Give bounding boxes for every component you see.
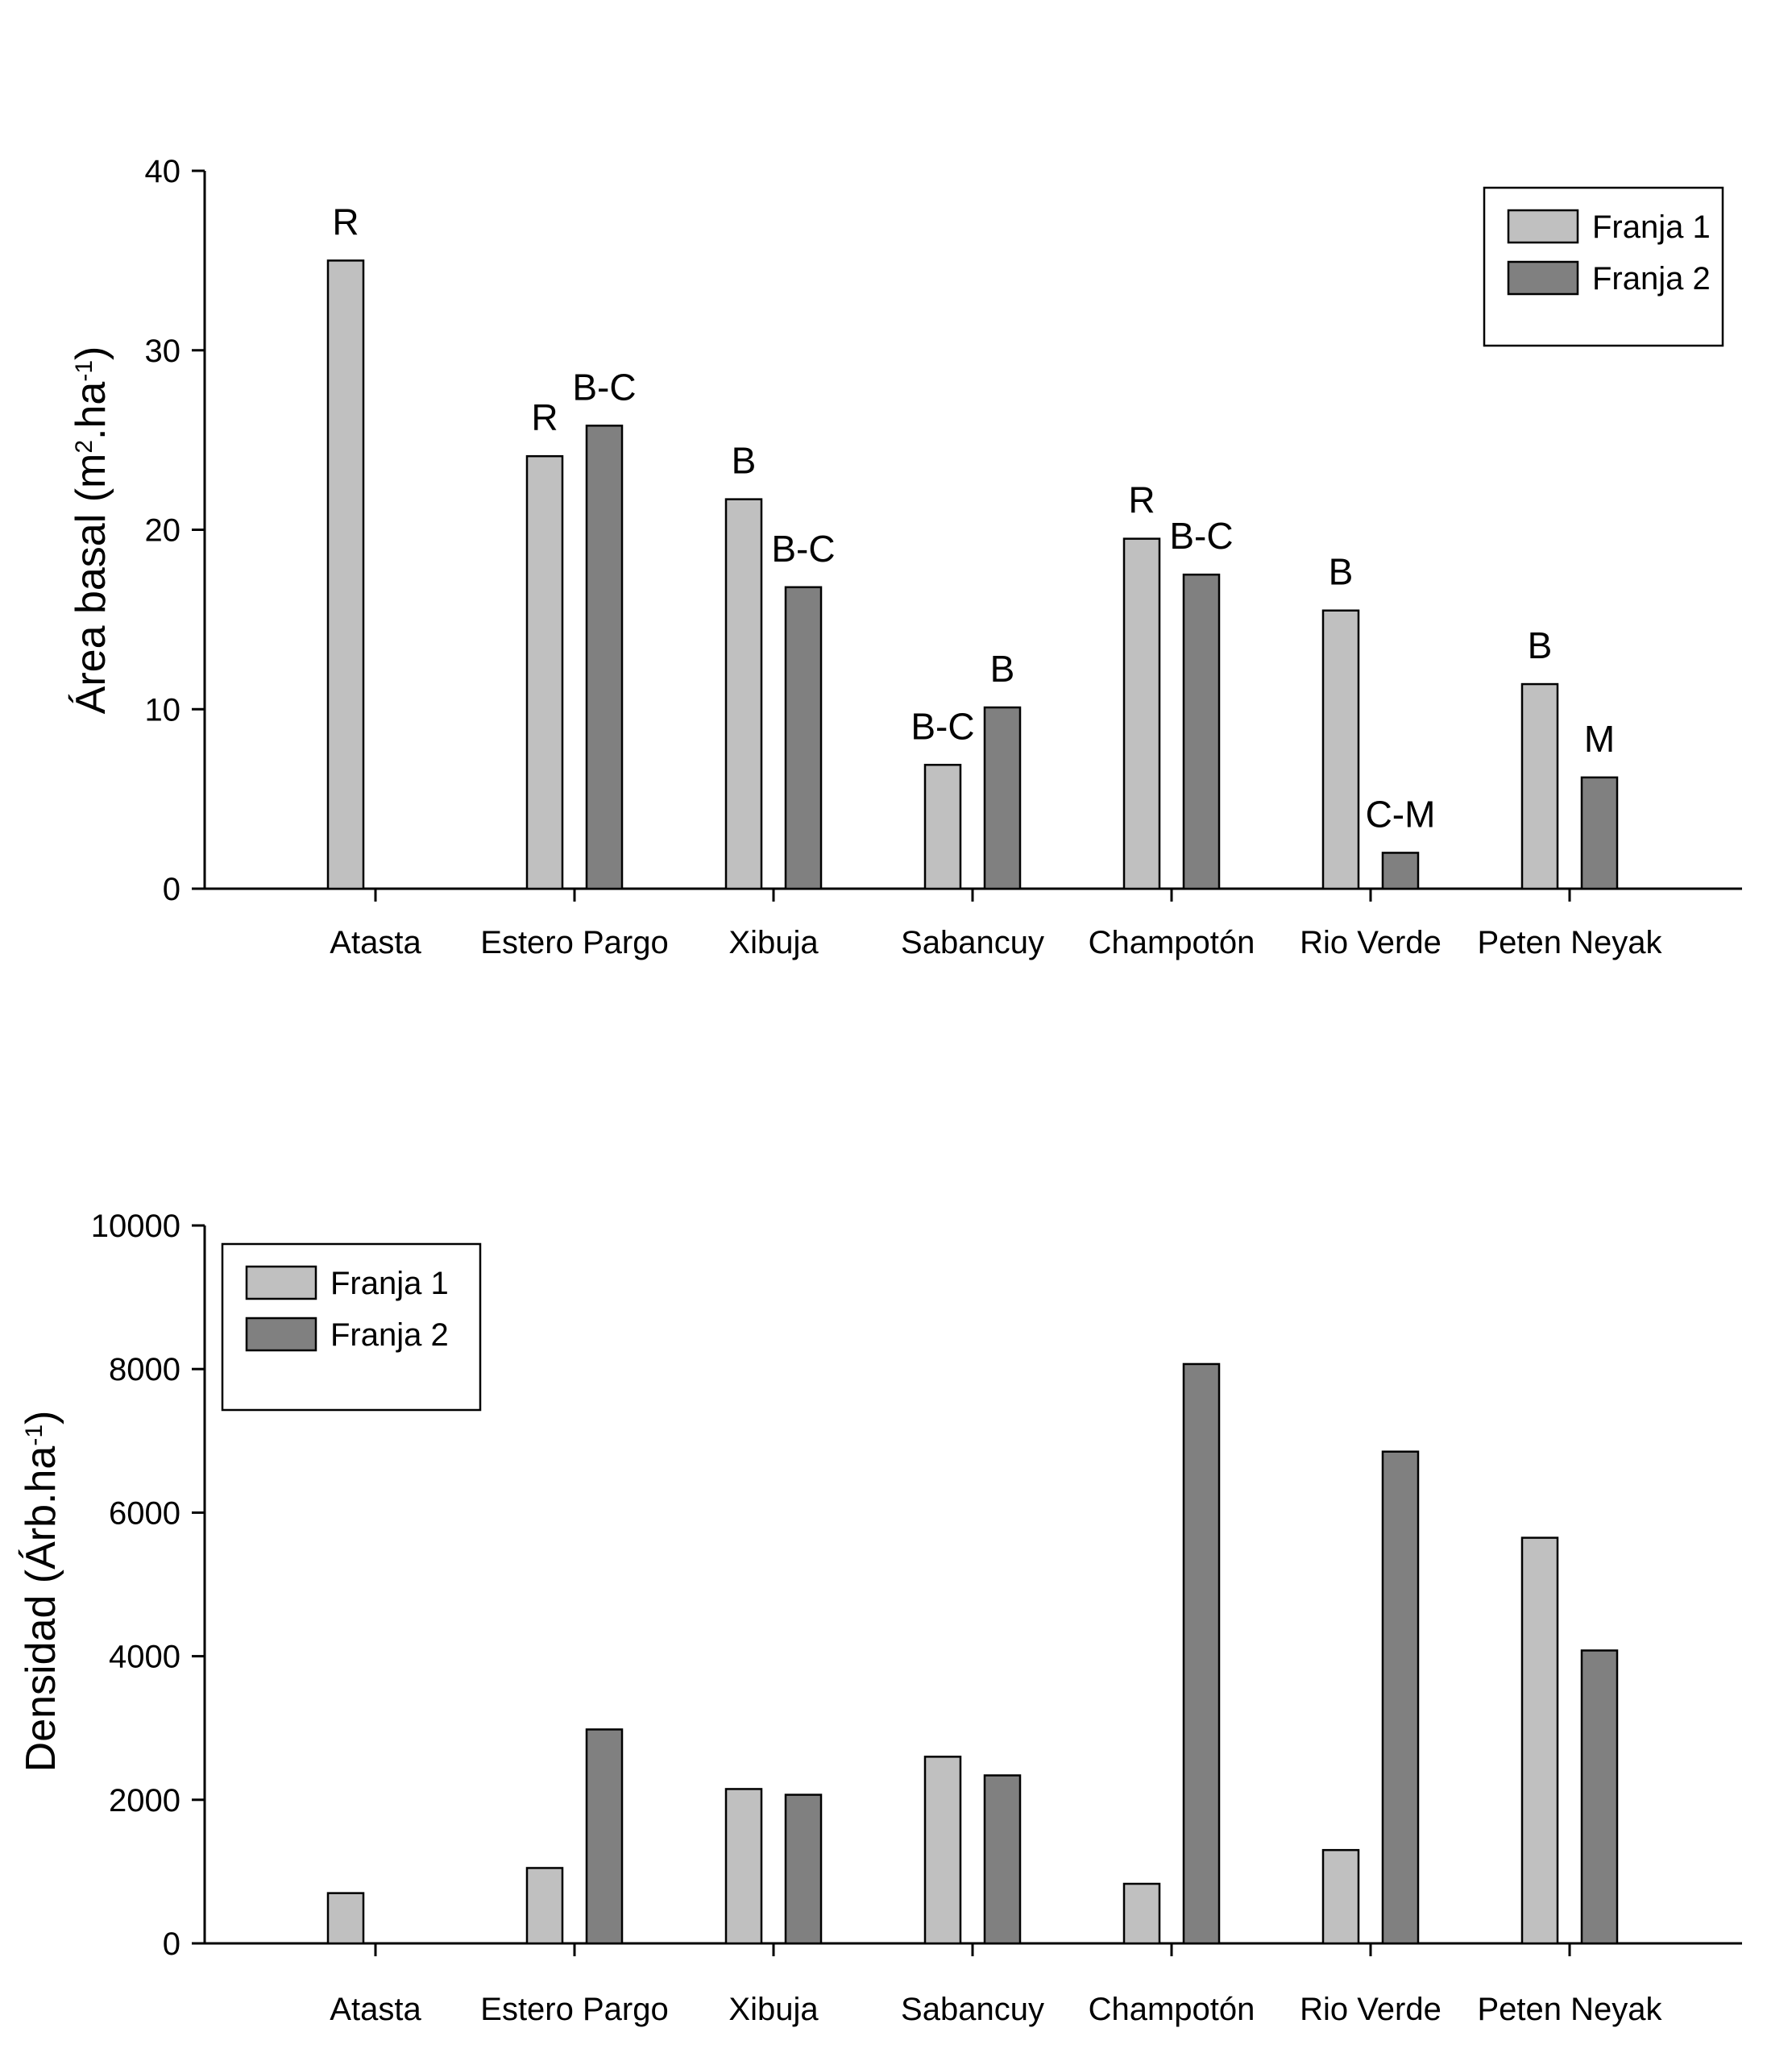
bar-franja-2-sabancuy xyxy=(983,1774,1022,1945)
bar-franja-1-estero-pargo xyxy=(525,1867,564,1945)
bar-franja-1-champoton xyxy=(1122,537,1161,890)
data-label-franja-1-atasta: R xyxy=(332,201,359,243)
x-tick-label-atasta: Atasta xyxy=(330,925,421,960)
y-axis-label: Densidad (Árb.ha-1) xyxy=(18,1411,64,1773)
x-tick-label-estero-pargo: Estero Pargo xyxy=(480,1992,668,2027)
legend-swatch-franja-1 xyxy=(1507,209,1579,244)
chart-densidad: 0 2000 4000 6000 8000 10000 Atasta Estero Pargo… xyxy=(18,1209,1742,2027)
legend-swatch-franja-2 xyxy=(1507,260,1579,296)
bar-franja-2-peten-neyak xyxy=(1580,776,1619,890)
x-tick-label-peten-neyak: Peten Neyak xyxy=(1477,925,1662,960)
bar-franja-2-champoton xyxy=(1182,573,1221,890)
data-label-franja-1-xibuja: B xyxy=(732,440,757,482)
data-label-franja-2-sabancuy: B xyxy=(990,648,1015,690)
x-tick-label-rio-verde: Rio Verde xyxy=(1300,925,1441,960)
x-tick-label-estero-pargo: Estero Pargo xyxy=(480,925,668,960)
bar-franja-2-peten-neyak xyxy=(1580,1649,1619,1945)
legend-label-franja-2: Franja 2 xyxy=(1592,261,1711,297)
legend-swatch-franja-2 xyxy=(245,1317,317,1352)
y-axis-label-mid: .ha xyxy=(68,382,114,440)
x-tick-label-champoton: Champotón xyxy=(1089,925,1255,960)
y-tick-label: 0 xyxy=(163,872,180,907)
data-label-franja-2-estero-pargo: B-C xyxy=(572,366,636,408)
bar-franja-2-rio-verde xyxy=(1381,852,1420,890)
bar-franja-2-xibuja xyxy=(784,586,823,890)
x-tick-label-sabancuy: Sabancuy xyxy=(901,925,1044,960)
y-tick-label: 10000 xyxy=(91,1209,180,1244)
data-label-franja-1-champoton: R xyxy=(1128,479,1155,521)
bar-franja-1-peten-neyak xyxy=(1520,682,1559,890)
data-label-franja-2-rio-verde: C-M xyxy=(1366,793,1436,835)
y-axis-label-main: Área basal (m xyxy=(68,454,114,715)
bar-franja-2-sabancuy xyxy=(983,706,1022,890)
x-tick-label-sabancuy: Sabancuy xyxy=(901,1992,1044,2027)
bar-franja-1-sabancuy xyxy=(923,1756,962,1945)
bar-franja-1-rio-verde xyxy=(1321,609,1360,890)
x-tick-label-xibuja: Xibuja xyxy=(728,925,819,960)
bar-franja-1-xibuja xyxy=(724,498,763,890)
y-axis-label-sup2: -1 xyxy=(21,1424,48,1446)
data-label-franja-2-champoton: B-C xyxy=(1169,515,1233,557)
data-label-franja-2-peten-neyak: M xyxy=(1584,718,1615,760)
y-tick-label: 6000 xyxy=(109,1495,180,1531)
y-tick-label: 0 xyxy=(163,1926,180,1962)
y-tick-label: 20 xyxy=(145,513,181,549)
x-tick-label-atasta: Atasta xyxy=(330,1992,421,2027)
legend-swatch-franja-1 xyxy=(245,1265,317,1300)
bar-franja-1-estero-pargo xyxy=(525,454,564,890)
y-tick-label: 10 xyxy=(145,692,181,728)
bar-franja-2-rio-verde xyxy=(1381,1450,1420,1945)
bar-franja-2-xibuja xyxy=(784,1794,823,1945)
y-tick-label: 2000 xyxy=(109,1783,180,1818)
bar-franja-1-rio-verde xyxy=(1321,1848,1360,1945)
bar-franja-1-peten-neyak xyxy=(1520,1536,1559,1945)
y-axis-label-end: ) xyxy=(68,346,114,360)
y-axis-label-sup2: -1 xyxy=(71,360,97,382)
bar-franja-1-champoton xyxy=(1122,1882,1161,1945)
data-label-franja-1-rio-verde: B xyxy=(1329,551,1354,593)
bar-franja-1-atasta xyxy=(326,259,365,890)
y-tick-label: 30 xyxy=(145,334,181,369)
legend: Franja 1 Franja 2 xyxy=(1483,186,1724,347)
y-axis-label-main: Densidad (Árb.ha xyxy=(18,1446,64,1773)
x-tick-label-xibuja: Xibuja xyxy=(728,1992,819,2027)
bar-franja-1-sabancuy xyxy=(923,764,962,890)
bar-franja-1-atasta xyxy=(326,1892,365,1945)
data-label-franja-2-xibuja: B-C xyxy=(771,528,835,570)
legend-label-franja-1: Franja 1 xyxy=(330,1266,449,1301)
y-axis-label-end: ) xyxy=(18,1411,64,1424)
bar-franja-2-champoton xyxy=(1182,1362,1221,1945)
bar-franja-2-estero-pargo xyxy=(585,1728,624,1945)
legend-label-franja-1: Franja 1 xyxy=(1592,209,1711,245)
x-tick-label-rio-verde: Rio Verde xyxy=(1300,1992,1441,2027)
y-axis-label: Área basal (m2.ha-1) xyxy=(68,346,114,715)
x-tick-label-peten-neyak: Peten Neyak xyxy=(1477,1992,1662,2027)
legend: Franja 1 Franja 2 xyxy=(221,1242,482,1412)
data-label-franja-1-estero-pargo: R xyxy=(531,396,558,438)
data-label-franja-1-sabancuy: B-C xyxy=(911,705,974,747)
bar-franja-2-estero-pargo xyxy=(585,425,624,890)
y-axis-label-sup1: 2 xyxy=(71,440,97,454)
data-label-franja-1-peten-neyak: B xyxy=(1528,624,1553,666)
legend-label-franja-2: Franja 2 xyxy=(330,1317,449,1353)
y-tick-label: 8000 xyxy=(109,1352,180,1387)
y-tick-label: 4000 xyxy=(109,1640,180,1675)
bar-franja-1-xibuja xyxy=(724,1788,763,1945)
x-tick-label-champoton: Champotón xyxy=(1089,1992,1255,2027)
y-tick-label: 40 xyxy=(145,154,181,189)
